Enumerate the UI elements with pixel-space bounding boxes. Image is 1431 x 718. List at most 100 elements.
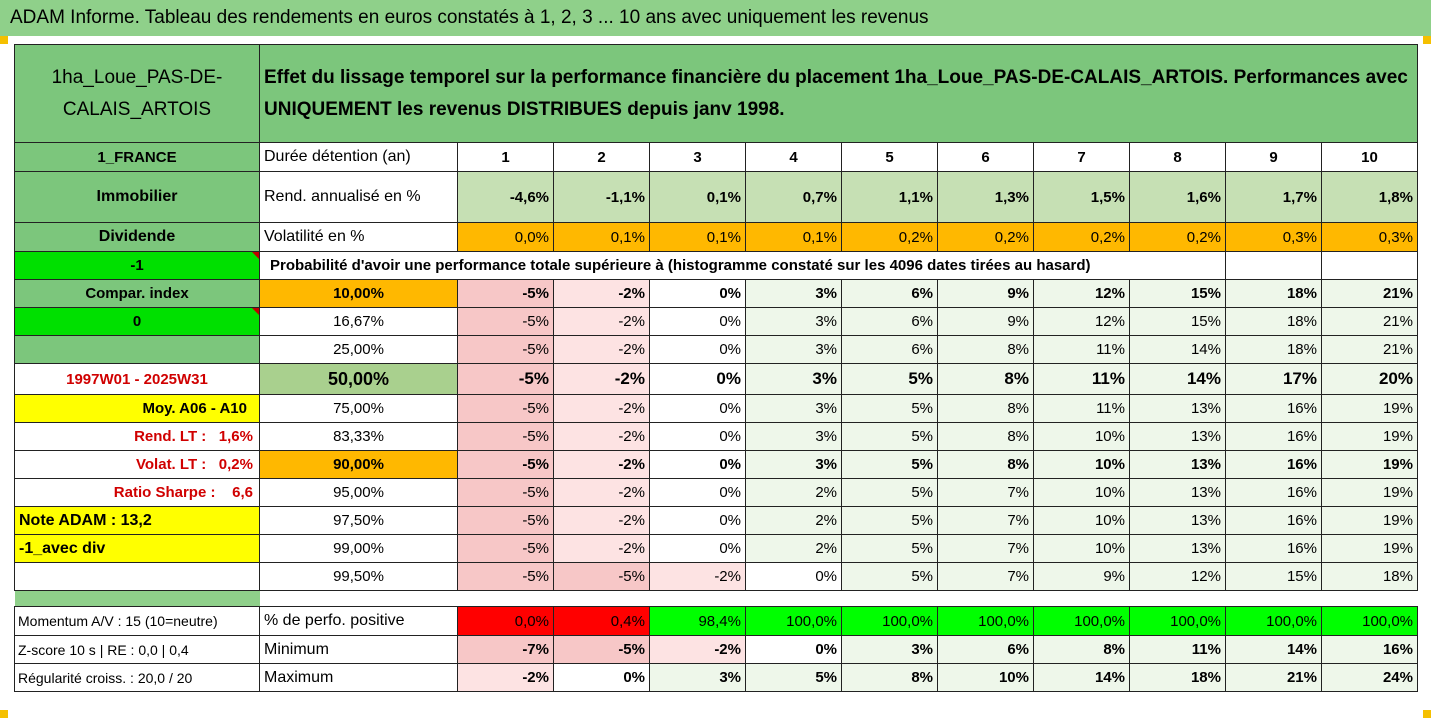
- minus-one-cell: -1: [14, 251, 260, 280]
- rend-cell: 0,7%: [745, 171, 842, 223]
- value-cell: -5%: [457, 363, 554, 395]
- value-cell: 100,0%: [745, 606, 842, 636]
- vol-row: Dividende Volatilité en % 0,0% 0,1% 0,1%…: [14, 222, 1418, 252]
- value-cell: 20%: [1321, 363, 1418, 395]
- value-cell: 8%: [841, 663, 938, 692]
- regularite-cell: Régularité croiss. : 20,0 / 20: [14, 663, 260, 692]
- value-cell: 11%: [1033, 394, 1130, 423]
- value-cell: -7%: [457, 635, 554, 664]
- value-cell: 2%: [745, 506, 842, 535]
- min-row: Z-score 10 s | RE : 0,0 | 0,4 Minimum -7…: [14, 635, 1418, 664]
- value-cell: -5%: [457, 450, 554, 479]
- rend-cell: 1,3%: [937, 171, 1034, 223]
- vol-cell: 0,3%: [1321, 222, 1418, 252]
- value-cell: 5%: [841, 506, 938, 535]
- percentile-row: Volat. LT : 0,2% 90,00% -5% -2% 0% 3% 5%…: [14, 450, 1418, 479]
- value-cell: 19%: [1321, 534, 1418, 563]
- value-cell: 8%: [1033, 635, 1130, 664]
- sharpe-label: Ratio Sharpe :: [113, 484, 216, 501]
- country-cell: 1_FRANCE: [14, 142, 260, 172]
- value-cell: 19%: [1321, 506, 1418, 535]
- rend-cell: 1,6%: [1129, 171, 1226, 223]
- value-cell: 10%: [1033, 478, 1130, 507]
- value-cell: 3%: [745, 450, 842, 479]
- value-cell: 16%: [1225, 534, 1322, 563]
- rend-cell: 1,5%: [1033, 171, 1130, 223]
- value-cell: 12%: [1129, 562, 1226, 591]
- value-cell: 15%: [1129, 307, 1226, 336]
- value-cell: 14%: [1129, 363, 1226, 395]
- compar-cell: Compar. index: [14, 279, 260, 308]
- value-cell: 0%: [649, 506, 746, 535]
- year-cell: 7: [1033, 142, 1130, 172]
- header-row: 1_FRANCE Durée détention (an) 1 2 3 4 5 …: [14, 142, 1418, 172]
- rend-label: Rend. annualisé en %: [259, 171, 458, 223]
- percentile-label: 95,00%: [259, 478, 458, 507]
- proba-label: Probabilité d'avoir une performance tota…: [259, 251, 1226, 280]
- sharpe-value: 6,6: [232, 484, 253, 501]
- value-cell: -5%: [457, 307, 554, 336]
- value-cell: -5%: [457, 335, 554, 364]
- value-cell: 9%: [937, 279, 1034, 308]
- value-cell: 21%: [1321, 307, 1418, 336]
- year-cell: 3: [649, 142, 746, 172]
- value-cell: -2%: [649, 635, 746, 664]
- volat-lt-value: 0,2%: [218, 456, 253, 473]
- value-cell: 16%: [1225, 506, 1322, 535]
- year-cell: 5: [841, 142, 938, 172]
- avec-div-cell: -1_avec div: [14, 534, 260, 563]
- percentile-label: 83,33%: [259, 422, 458, 451]
- vol-cell: 0,2%: [1033, 222, 1130, 252]
- fund-name-cell: 1ha_Loue_PAS-DE-CALAIS_ARTOIS: [14, 44, 260, 143]
- value-cell: -5%: [457, 562, 554, 591]
- value-cell: 7%: [937, 562, 1034, 591]
- year-cell: 6: [937, 142, 1034, 172]
- value-cell: 6%: [841, 307, 938, 336]
- value-cell: 3%: [745, 335, 842, 364]
- value-cell: 14%: [1033, 663, 1130, 692]
- value-cell: 2%: [745, 534, 842, 563]
- value-cell: -2%: [553, 422, 650, 451]
- value-cell: 0%: [649, 394, 746, 423]
- value-cell: 100,0%: [1225, 606, 1322, 636]
- percentile-row: Rend. LT : 1,6% 83,33% -5% -2% 0% 3% 5% …: [14, 422, 1418, 451]
- value-cell: 0%: [649, 422, 746, 451]
- value-cell: 19%: [1321, 422, 1418, 451]
- value-cell: 18%: [1129, 663, 1226, 692]
- value-cell: 7%: [937, 506, 1034, 535]
- value-cell: 3%: [745, 394, 842, 423]
- value-cell: 15%: [1129, 279, 1226, 308]
- value-cell: 0,4%: [553, 606, 650, 636]
- value-cell: 0%: [649, 534, 746, 563]
- percentile-row-median: 1997W01 - 2025W31 50,00% -5% -2% 0% 3% 5…: [14, 363, 1418, 395]
- value-cell: 19%: [1321, 478, 1418, 507]
- value-cell: 12%: [1033, 307, 1130, 336]
- percentile-row: Moy. A06 - A10 75,00% -5% -2% 0% 3% 5% 8…: [14, 394, 1418, 423]
- value-cell: 8%: [937, 422, 1034, 451]
- value-cell: 0%: [649, 279, 746, 308]
- value-cell: -2%: [457, 663, 554, 692]
- value-cell: 5%: [841, 450, 938, 479]
- description-cell: Effet du lissage temporel sur la perform…: [259, 44, 1418, 143]
- value-cell: 0,0%: [457, 606, 554, 636]
- momentum-cell: Momentum A/V : 15 (10=neutre): [14, 606, 260, 636]
- value-cell: 13%: [1129, 534, 1226, 563]
- vol-cell: 0,1%: [745, 222, 842, 252]
- value-cell: 100,0%: [1033, 606, 1130, 636]
- percentile-label: 16,67%: [259, 307, 458, 336]
- min-label: Minimum: [259, 635, 458, 664]
- value-cell: 5%: [841, 478, 938, 507]
- zscore-cell: Z-score 10 s | RE : 0,0 | 0,4: [14, 635, 260, 664]
- value-cell: 16%: [1225, 422, 1322, 451]
- value-cell: 100,0%: [1129, 606, 1226, 636]
- report-table-frame: 1ha_Loue_PAS-DE-CALAIS_ARTOIS Effet du l…: [14, 44, 1418, 714]
- value-cell: 6%: [841, 335, 938, 364]
- value-cell: 16%: [1321, 635, 1418, 664]
- value-cell: 3%: [745, 307, 842, 336]
- value-cell: 18%: [1225, 279, 1322, 308]
- year-cell: 10: [1321, 142, 1418, 172]
- value-cell: 7%: [937, 534, 1034, 563]
- value-cell: 21%: [1321, 279, 1418, 308]
- rend-cell: 1,7%: [1225, 171, 1322, 223]
- percentile-row: Compar. index 10,00% -5% -2% 0% 3% 6% 9%…: [14, 279, 1418, 308]
